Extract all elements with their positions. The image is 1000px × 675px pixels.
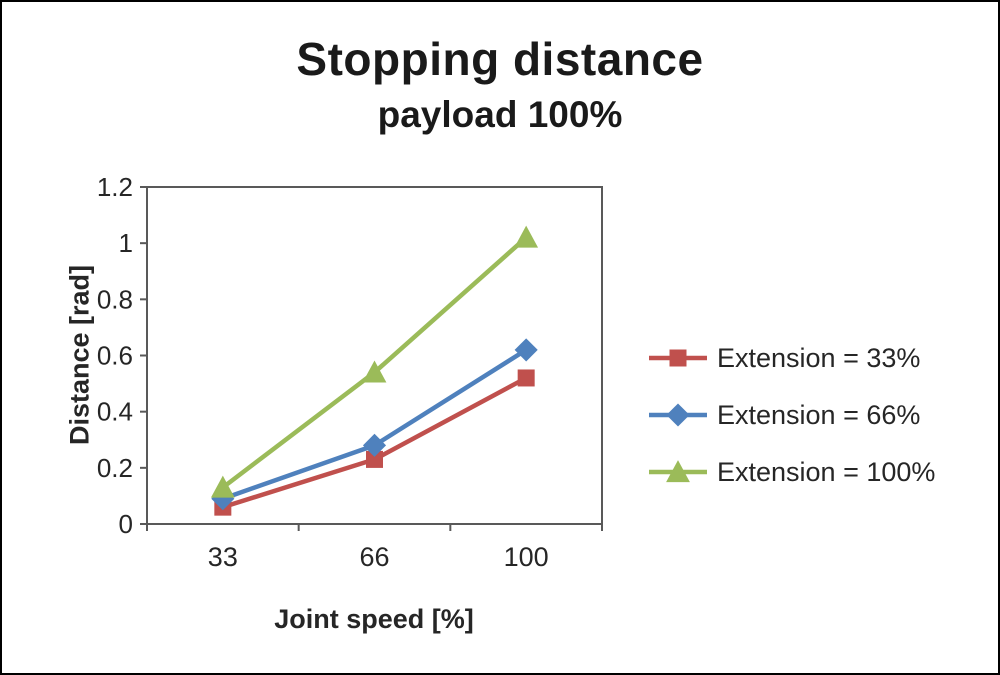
series-marker xyxy=(517,369,535,387)
legend-item: Extension = 66% xyxy=(647,399,935,431)
x-tick-label: 66 xyxy=(359,542,389,572)
y-tick-label: 0 xyxy=(119,509,133,539)
y-tick-label: 0.6 xyxy=(97,341,133,371)
legend-marker-glyph xyxy=(666,403,690,427)
series-marker xyxy=(362,360,387,383)
y-tick-label: 0.2 xyxy=(97,453,133,483)
legend-item: Extension = 33% xyxy=(647,342,935,374)
plot-area xyxy=(146,186,603,525)
legend-item: Extension = 100% xyxy=(647,456,935,488)
series-marker xyxy=(514,338,538,362)
y-tick-label: 1.2 xyxy=(97,172,133,202)
legend-label: Extension = 100% xyxy=(717,456,936,487)
x-tick-label: 100 xyxy=(504,542,549,572)
series-marker xyxy=(362,433,387,457)
legend-marker xyxy=(649,460,707,483)
series-marker xyxy=(514,225,539,248)
chart-title: Stopping distance xyxy=(296,33,704,85)
x-axis-title: Joint speed [%] xyxy=(274,604,474,634)
y-axis-title: Distance [rad] xyxy=(64,264,95,446)
series-marker xyxy=(210,475,235,498)
y-tick-label: 1 xyxy=(119,228,133,258)
legend-marker xyxy=(649,403,707,427)
legend-label: Extension = 33% xyxy=(717,342,921,373)
chart-subtitle: payload 100% xyxy=(377,94,623,135)
y-tick-label: 0.4 xyxy=(97,397,133,427)
series-marker xyxy=(366,450,383,468)
legend-marker-glyph xyxy=(669,349,687,367)
legend-label: Extension = 66% xyxy=(717,399,921,430)
legend: Extension = 33% Extension = 66% Extension … xyxy=(647,342,935,488)
x-tick-label: 33 xyxy=(208,542,238,572)
y-tick-label: 0.8 xyxy=(97,284,133,314)
legend-marker xyxy=(649,349,707,367)
legend-marker-glyph xyxy=(666,460,690,483)
